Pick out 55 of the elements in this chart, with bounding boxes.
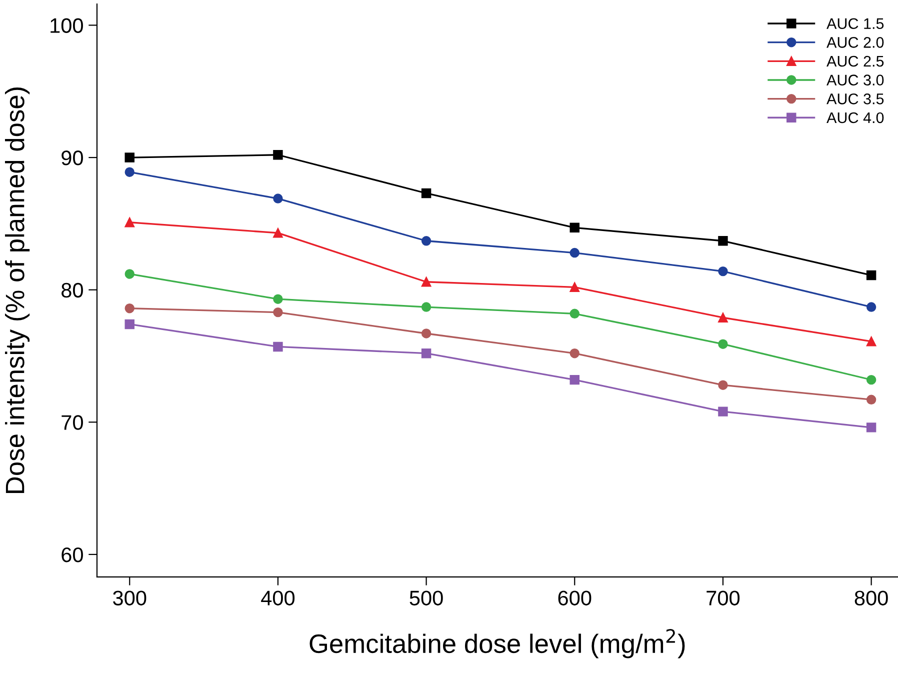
legend-label: AUC 2.0	[826, 37, 884, 48]
point	[866, 302, 876, 312]
x-tick-label: 700	[706, 590, 740, 606]
point	[273, 294, 283, 304]
y-axis-title: Dose intensity (% of planned dose)	[4, 87, 30, 493]
point	[124, 152, 134, 162]
point	[124, 303, 134, 314]
point	[421, 348, 432, 358]
point	[866, 336, 876, 346]
point	[273, 150, 283, 160]
point	[124, 319, 134, 330]
x-tick-label: 500	[410, 590, 443, 606]
x-tick-label: 800	[854, 590, 888, 606]
point	[124, 217, 134, 228]
point	[421, 236, 432, 246]
point	[421, 328, 432, 338]
y-tick-label: 60	[62, 547, 83, 562]
y-tick-label: 70	[62, 415, 83, 430]
x-axis-title: Gemcitabine dose level (mg/m$^{2}$)	[310, 629, 685, 658]
point	[273, 307, 283, 318]
legend-label: AUC 1.5	[826, 18, 884, 30]
point	[570, 222, 580, 233]
point	[718, 406, 728, 416]
y-tick-label: 100	[50, 18, 83, 33]
point	[718, 312, 728, 322]
point	[421, 188, 432, 198]
point	[570, 374, 580, 385]
x-tick-label: 300	[113, 590, 146, 606]
point	[273, 194, 283, 204]
legend-label: AUC 3.5	[826, 94, 884, 104]
point	[124, 167, 134, 177]
point	[866, 374, 876, 385]
point	[718, 236, 728, 246]
point	[866, 422, 876, 432]
point	[273, 342, 283, 352]
point	[718, 339, 728, 349]
point	[421, 302, 432, 312]
x-tick-label: 400	[261, 590, 295, 606]
x-tick-label: 600	[558, 590, 592, 606]
point	[570, 348, 580, 358]
legend-label: AUC 4.0	[826, 112, 884, 124]
point	[421, 277, 432, 287]
y-tick-label: 80	[62, 282, 83, 298]
y-tick-label: 90	[62, 150, 83, 166]
point	[570, 308, 580, 319]
point	[866, 270, 876, 280]
point	[866, 394, 876, 405]
point	[570, 282, 580, 292]
point	[273, 228, 283, 238]
legend-label: AUC 3.0	[826, 74, 884, 86]
point	[570, 248, 580, 258]
legend-label: AUC 2.5	[826, 56, 884, 67]
point	[718, 266, 728, 276]
point	[718, 380, 728, 390]
point	[124, 269, 134, 279]
